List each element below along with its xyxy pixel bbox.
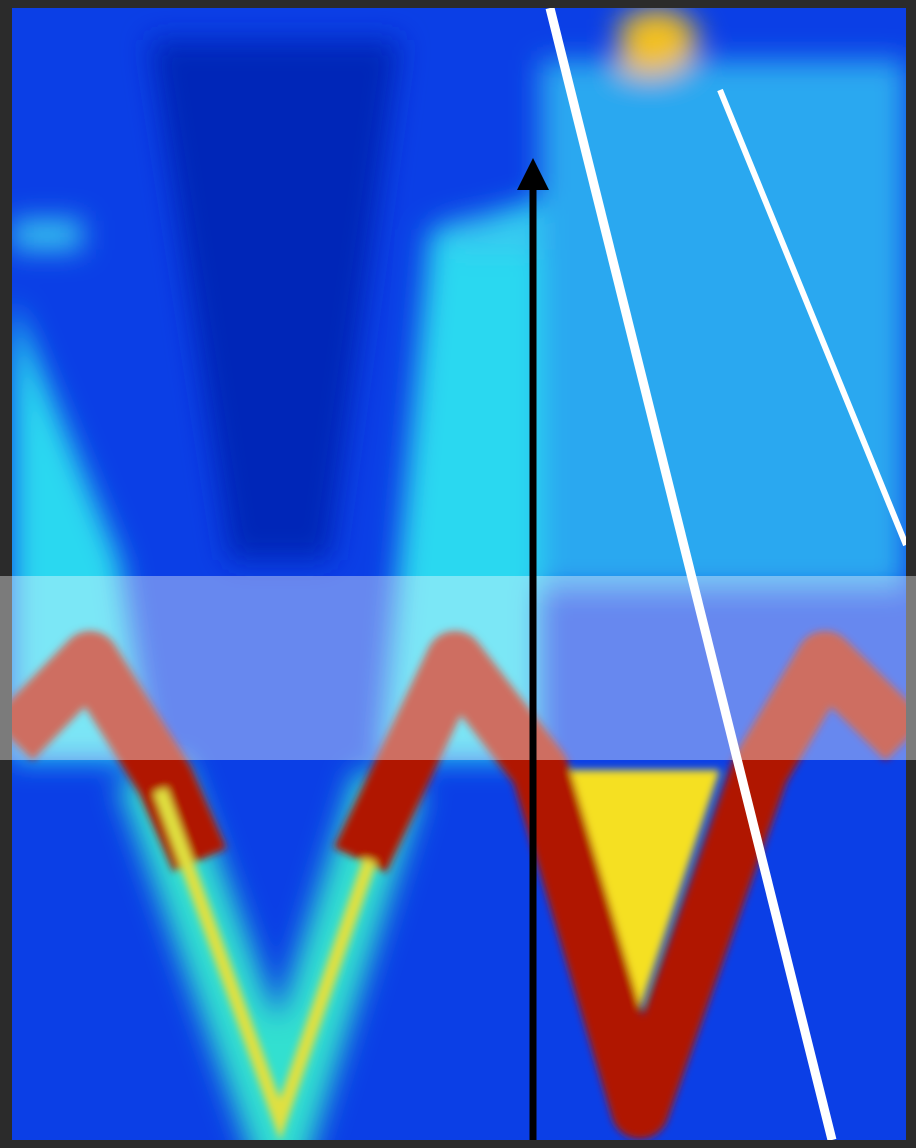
yellow-v	[153, 787, 377, 1140]
image-area	[12, 8, 906, 1140]
mid-streak	[450, 220, 540, 250]
arrow-head	[517, 158, 549, 190]
dark-v	[150, 40, 400, 560]
white-line	[717, 88, 906, 547]
mid-cyan	[380, 200, 540, 760]
left-cyan	[12, 300, 150, 760]
top-yellow	[620, 8, 700, 76]
yellow-core	[560, 770, 720, 1010]
highlight-band	[0, 576, 916, 760]
heat-sharp	[12, 631, 906, 1140]
right-cyan	[540, 60, 906, 590]
red-band	[12, 631, 906, 1139]
left-streak	[12, 220, 82, 250]
white-line	[545, 8, 837, 1140]
